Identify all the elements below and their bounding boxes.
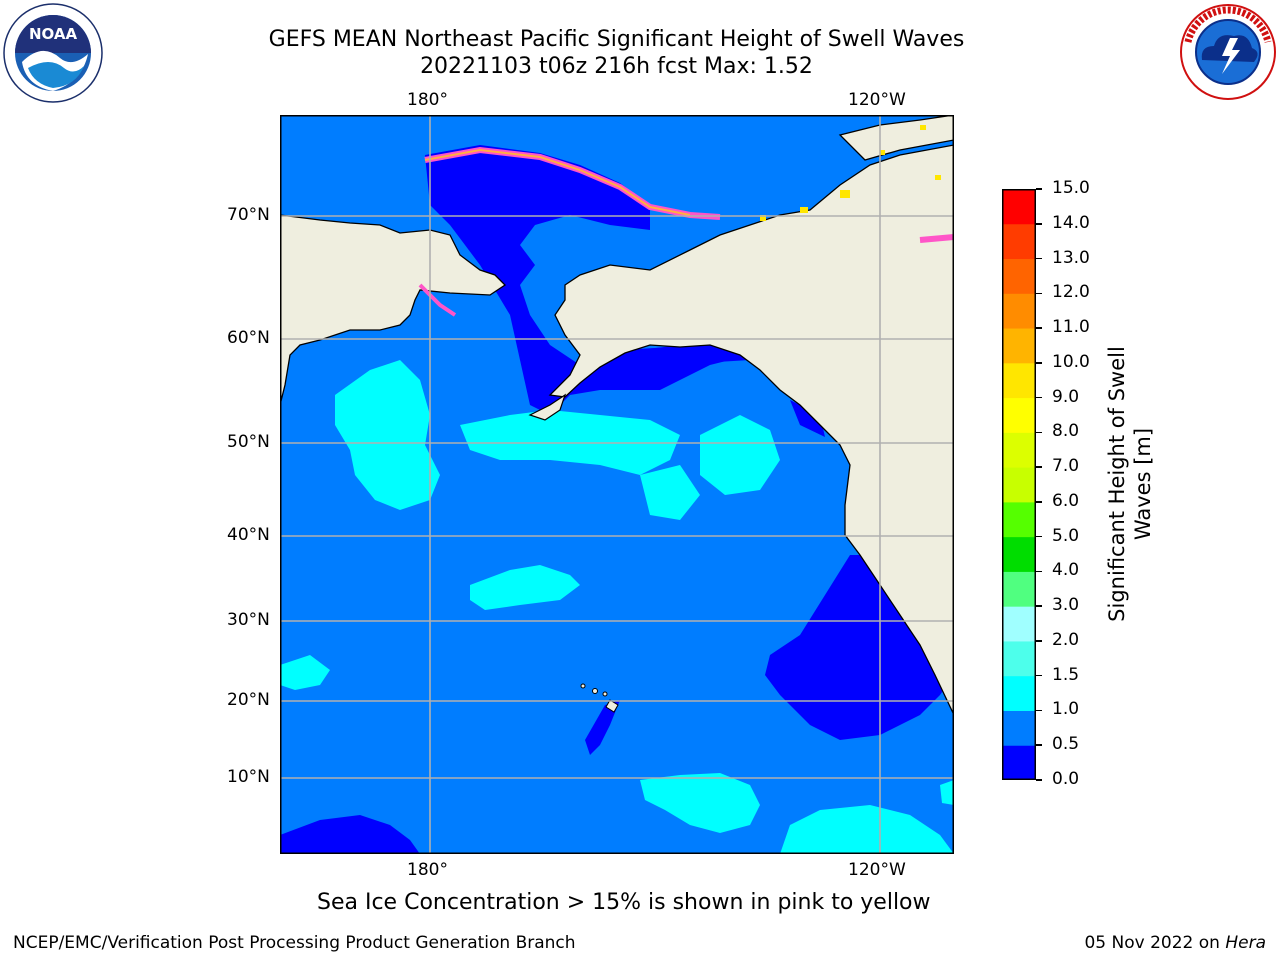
colorbar-tick-mark bbox=[1036, 362, 1042, 364]
colorbar-tick-mark bbox=[1036, 327, 1042, 329]
colorbar-cell bbox=[1002, 432, 1036, 468]
colorbar-tick-mark bbox=[1036, 744, 1042, 746]
colorbar-cell bbox=[1002, 640, 1036, 677]
colorbar-cell bbox=[1002, 189, 1036, 225]
colorbar-tick-label: 9.0 bbox=[1052, 386, 1080, 407]
colorbar-cell bbox=[1002, 328, 1036, 364]
noaa-logo: NOAA bbox=[2, 2, 104, 104]
colorbar-cell bbox=[1002, 606, 1036, 642]
map-panel bbox=[279, 114, 955, 854]
colorbar-tick-mark bbox=[1036, 223, 1042, 225]
colorbar-tick-mark bbox=[1036, 570, 1042, 573]
colorbar-tick-mark bbox=[1036, 188, 1042, 190]
colorbar-cell bbox=[1002, 536, 1036, 572]
map-canvas bbox=[279, 114, 955, 854]
colorbar-tick-mark bbox=[1036, 709, 1042, 712]
nws-logo bbox=[1178, 2, 1278, 102]
colorbar-tick-label: 0.0 bbox=[1052, 769, 1080, 789]
colorbar-tick-label: 0.5 bbox=[1052, 734, 1080, 755]
colorbar-tick-label: 14.0 bbox=[1052, 212, 1090, 233]
colorbar-tick-label: 6.0 bbox=[1052, 490, 1080, 511]
colorbar-cell bbox=[1002, 571, 1036, 607]
colorbar-cell bbox=[1002, 397, 1036, 433]
colorbar-tick-label: 1.5 bbox=[1052, 664, 1080, 685]
map-frame bbox=[280, 115, 954, 854]
colorbar-tick-mark bbox=[1036, 501, 1042, 503]
colorbar-cell bbox=[1002, 467, 1036, 503]
hawaii-islands bbox=[580, 683, 619, 713]
colorbar-tick-mark bbox=[1036, 257, 1042, 260]
footer-date: 05 Nov 2022 on bbox=[1084, 933, 1226, 953]
colorbar-label-line2: Waves [m] bbox=[1131, 427, 1155, 541]
colorbar-cell bbox=[1002, 362, 1036, 399]
lat-label-10n: 10°N bbox=[227, 767, 270, 787]
colorbar-cell bbox=[1002, 675, 1036, 711]
colorbar-tick-mark bbox=[1036, 535, 1042, 538]
lon-label-bottom-180: 180° bbox=[407, 860, 448, 880]
graticule bbox=[280, 115, 954, 854]
colorbar-ticks: 15.0 14.0 13.0 12.0 11.0 10.0 9.0 8.0 7.0 6.0 5.0 4… bbox=[1036, 178, 1116, 789]
colorbar-tick-label: 3.0 bbox=[1052, 595, 1080, 616]
svg-text:NOAA: NOAA bbox=[29, 25, 78, 43]
colorbar-tick-mark bbox=[1036, 292, 1042, 295]
colorbar-tick-label: 4.0 bbox=[1052, 560, 1080, 581]
colorbar-cell bbox=[1002, 710, 1036, 746]
colorbar-tick-label: 5.0 bbox=[1052, 525, 1080, 546]
lon-label-top-180: 180° bbox=[407, 90, 448, 110]
chart-title: GEFS MEAN Northeast Pacific Significant … bbox=[268, 27, 965, 52]
colorbar-tick-label: 8.0 bbox=[1052, 421, 1080, 442]
colorbar-tick-label: 11.0 bbox=[1052, 317, 1090, 338]
colorbar-tick-label: 7.0 bbox=[1052, 456, 1080, 477]
colorbar-tick-mark bbox=[1036, 605, 1042, 607]
colorbar-tick-label: 1.0 bbox=[1052, 699, 1080, 720]
colorbar-cell bbox=[1002, 293, 1036, 329]
colorbar-tick-mark bbox=[1036, 779, 1042, 781]
sea-ice-note: Sea Ice Concentration > 15% is shown in … bbox=[317, 890, 931, 915]
lon-label-bottom-120w: 120°W bbox=[848, 860, 906, 880]
lon-label-top-120w: 120°W bbox=[848, 90, 906, 110]
lat-label-40n: 40°N bbox=[227, 525, 270, 545]
colorbar-tick-label: 15.0 bbox=[1052, 178, 1090, 198]
colorbar-tick-mark bbox=[1036, 674, 1042, 677]
lat-label-70n: 70°N bbox=[227, 205, 270, 225]
colorbar-tick-mark bbox=[1036, 431, 1042, 434]
colorbar-tick-label: 10.0 bbox=[1052, 351, 1090, 372]
lat-label-50n: 50°N bbox=[227, 432, 270, 452]
lat-label-30n: 30°N bbox=[227, 610, 270, 630]
lat-label-60n: 60°N bbox=[227, 328, 270, 348]
colorbar-tick-label: 13.0 bbox=[1052, 247, 1090, 268]
colorbar-tick-label: 12.0 bbox=[1052, 282, 1090, 303]
footer-host: Hera bbox=[1225, 933, 1266, 953]
colorbar-cell bbox=[1002, 745, 1036, 781]
colorbar-tick-mark bbox=[1036, 466, 1042, 468]
colorbar-cell bbox=[1002, 223, 1036, 260]
colorbar-tick-label: 2.0 bbox=[1052, 629, 1080, 650]
footer-left: NCEP/EMC/Verification Post Processing Pr… bbox=[13, 933, 576, 953]
chart-subtitle: 20221103 t06z 216h fcst Max: 1.52 bbox=[420, 54, 813, 79]
footer-right: 05 Nov 2022 on Hera bbox=[1084, 933, 1266, 953]
colorbar-tick-mark bbox=[1036, 640, 1042, 642]
colorbar-tick-mark bbox=[1036, 396, 1042, 399]
lat-label-20n: 20°N bbox=[227, 690, 270, 710]
colorbar-cell bbox=[1002, 258, 1036, 294]
colorbar bbox=[1002, 189, 1036, 781]
colorbar-label-line1: Significant Height of Swell bbox=[1105, 346, 1129, 622]
colorbar-cell bbox=[1002, 501, 1036, 538]
